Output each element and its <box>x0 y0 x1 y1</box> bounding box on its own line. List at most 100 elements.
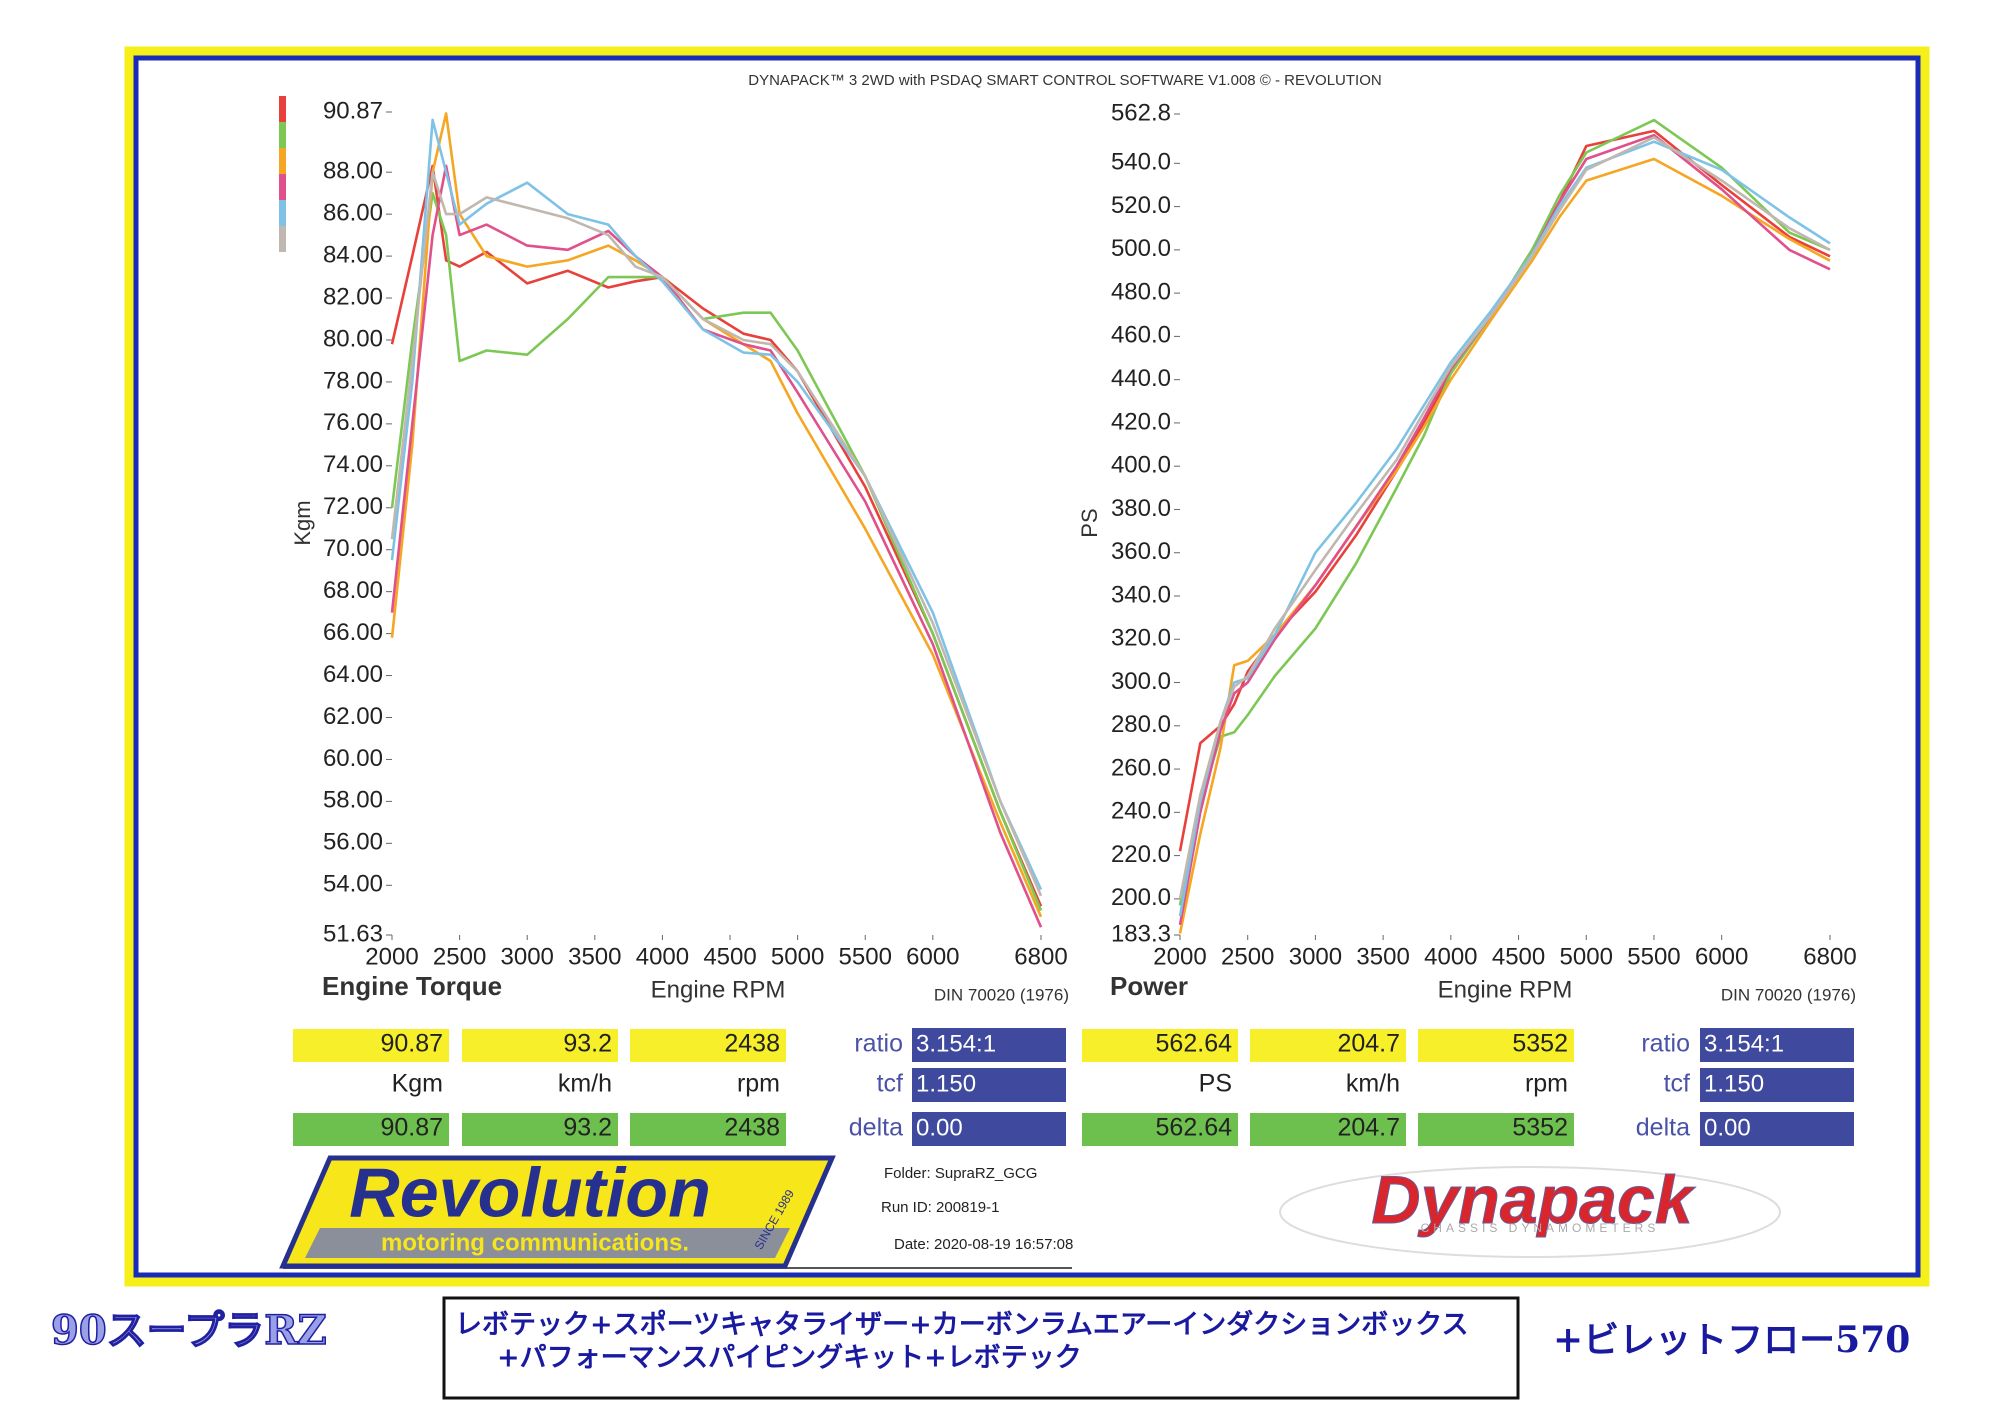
param-label: delta <box>849 1114 903 1142</box>
readout-unit: rpm <box>737 1070 780 1098</box>
y-tick-label: 400.0 <box>1111 452 1171 479</box>
readout-value: 93.2 <box>563 1030 612 1058</box>
x-tick-label: 6800 <box>1014 943 1067 970</box>
x-tick-label: 4500 <box>1492 943 1545 970</box>
legend-swatch <box>279 96 286 122</box>
readout-box <box>1082 1029 1238 1062</box>
y-tick-label: 64.00 <box>323 661 383 688</box>
y-tick-label: 340.0 <box>1111 581 1171 608</box>
dynapack-sub: CHASSIS DYNAMOMETERS <box>1421 1221 1660 1235</box>
readout-value: 90.87 <box>380 1114 443 1142</box>
readout-value: 2438 <box>724 1114 780 1142</box>
x-tick-label: 2500 <box>1221 943 1274 970</box>
legend-swatch <box>279 226 286 252</box>
chart-title: Engine Torque <box>322 971 502 1001</box>
param-box <box>912 1112 1066 1146</box>
y-tick-label: 66.00 <box>323 619 383 646</box>
param-label: ratio <box>854 1030 903 1058</box>
readout-unit: Kgm <box>392 1070 443 1098</box>
legend-swatch <box>279 200 286 226</box>
y-tick-label: 76.00 <box>323 409 383 436</box>
x-tick-label: 5500 <box>1627 943 1680 970</box>
y-tick-label: 480.0 <box>1111 278 1171 305</box>
y-tick-label: 183.3 <box>1111 920 1171 947</box>
param-label: delta <box>1636 1114 1690 1142</box>
param-box <box>1700 1068 1854 1102</box>
param-label: ratio <box>1641 1030 1690 1058</box>
readout-value: 5352 <box>1512 1030 1568 1058</box>
x-tick-label: 6000 <box>1695 943 1748 970</box>
y-tick-label: 380.0 <box>1111 495 1171 522</box>
header-title: DYNAPACK™ 3 2WD with PSDAQ SMART CONTROL… <box>748 72 1381 89</box>
data-line <box>390 170 1043 897</box>
chart-title: Power <box>1110 971 1188 1001</box>
chart-note: DIN 70020 (1976) <box>1721 985 1856 1004</box>
y-tick-label: 56.00 <box>323 829 383 856</box>
param-value: 0.00 <box>916 1114 963 1141</box>
data-line <box>1178 140 1831 917</box>
readout-value: 93.2 <box>563 1114 612 1142</box>
footer-model: 90スープラRZ <box>51 1307 327 1354</box>
inner-border <box>133 55 1921 1278</box>
y-tick-label: 280.0 <box>1111 711 1171 738</box>
y-tick-label: 300.0 <box>1111 668 1171 695</box>
x-tick-label: 3500 <box>568 943 621 970</box>
revolution-sub: motoring communications. <box>381 1229 689 1256</box>
y-tick-label: 500.0 <box>1111 235 1171 262</box>
param-box <box>912 1068 1066 1102</box>
legend-swatch <box>279 174 286 200</box>
y-tick-label: 360.0 <box>1111 538 1171 565</box>
readout-value: 5352 <box>1512 1114 1568 1142</box>
x-tick-label: 2500 <box>433 943 486 970</box>
x-tick-label: 5500 <box>839 943 892 970</box>
y-tick-label: 84.00 <box>323 241 383 268</box>
readout-box <box>1082 1113 1238 1146</box>
readout-value: 204.7 <box>1337 1114 1400 1142</box>
footer-extra: +ビレットフロー570 <box>1553 1319 1910 1361</box>
readout-box <box>293 1029 449 1062</box>
x-tick-label: 2000 <box>1153 943 1206 970</box>
y-tick-label: 320.0 <box>1111 625 1171 652</box>
readout-box <box>462 1113 618 1146</box>
y-tick-label: 78.00 <box>323 367 383 394</box>
x-tick-label: 4000 <box>636 943 689 970</box>
outer-border <box>124 46 1930 1287</box>
footer-parts-2: +パフォーマンスパイピングキット+レボテック <box>497 1342 1082 1374</box>
param-value: 0.00 <box>1704 1114 1751 1141</box>
x-tick-label: 3000 <box>501 943 554 970</box>
readout-value: 2438 <box>724 1030 780 1058</box>
data-line <box>1178 133 1831 926</box>
y-tick-label: 86.00 <box>323 199 383 226</box>
param-value: 1.150 <box>1704 1070 1764 1097</box>
param-value: 1.150 <box>916 1070 976 1097</box>
param-label: tcf <box>1664 1070 1690 1098</box>
legend-swatch <box>279 148 286 174</box>
info-run-id: Run ID: 200819-1 <box>881 1199 999 1216</box>
footer-box <box>442 1296 1520 1400</box>
y-tick-label: 260.0 <box>1111 754 1171 781</box>
y-tick-label: 520.0 <box>1111 192 1171 219</box>
param-box <box>1700 1112 1854 1146</box>
param-label: tcf <box>877 1070 903 1098</box>
y-tick-label: 58.00 <box>323 787 383 814</box>
y-tick-label: 70.00 <box>323 535 383 562</box>
y-tick-label: 460.0 <box>1111 322 1171 349</box>
x-tick-label: 3500 <box>1356 943 1409 970</box>
y-tick-label: 240.0 <box>1111 798 1171 825</box>
y-tick-label: 88.00 <box>323 158 383 185</box>
readout-box <box>293 1113 449 1146</box>
y-tick-label: 54.00 <box>323 871 383 898</box>
y-tick-label: 72.00 <box>323 493 383 520</box>
readout-box <box>1250 1029 1406 1062</box>
param-box <box>912 1028 1066 1062</box>
x-axis-label: Engine RPM <box>1438 976 1573 1003</box>
x-tick-label: 6000 <box>906 943 959 970</box>
readout-box <box>1418 1113 1574 1146</box>
readout-unit: PS <box>1199 1070 1232 1098</box>
footer-parts-1: レボテック+スポーツキャタライザー+カーボンラムエアーインダクションボックス <box>455 1309 1468 1341</box>
info-folder: Folder: SupraRZ_GCG <box>884 1165 1037 1182</box>
legend-swatch <box>279 122 286 148</box>
y-tick-label: 74.00 <box>323 451 383 478</box>
readout-unit: km/h <box>558 1070 612 1098</box>
y-tick-label: 90.87 <box>323 97 383 124</box>
